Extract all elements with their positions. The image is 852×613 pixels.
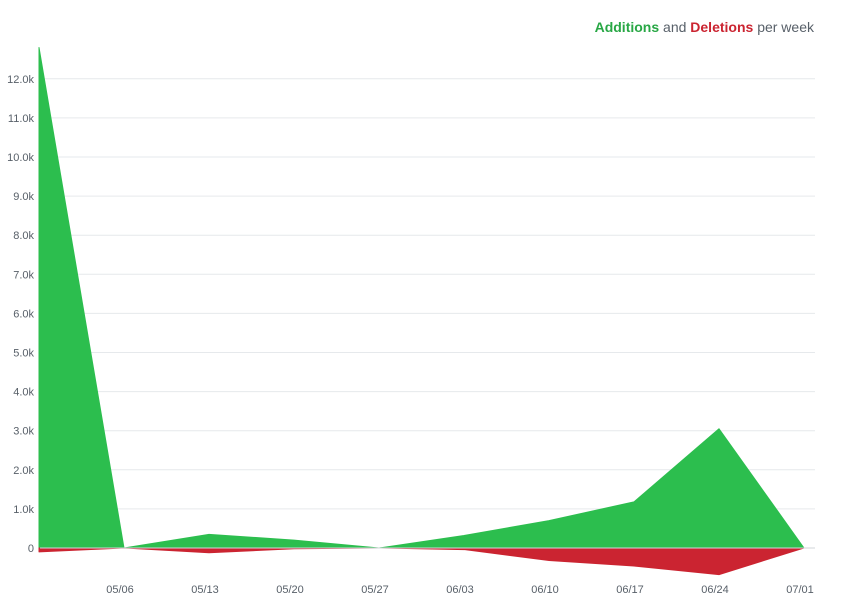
y-tick-label: 0 <box>28 543 34 555</box>
x-tick-label: 05/06 <box>106 584 134 596</box>
y-tick-label: 7.0k <box>13 269 34 281</box>
legend-additions: Additions <box>594 19 660 35</box>
y-tick-label: 5.0k <box>13 348 34 360</box>
chart-legend: Additions and Deletions per week <box>595 19 814 35</box>
x-tick-label: 06/24 <box>701 584 729 596</box>
x-axis: 05/06 05/13 05/20 05/27 06/03 06/10 06/17 06/24… <box>106 584 814 596</box>
y-tick-label: 1.0k <box>13 504 34 516</box>
x-tick-label: 07/01 <box>786 584 814 596</box>
y-tick-label: 9.0k <box>13 191 34 203</box>
x-tick-label: 05/27 <box>361 584 389 596</box>
y-axis: 0 1.0k 2.0k 3.0k 4.0k 5.0k 6.0k 7.0k 8.0k 9.0k 10.… <box>7 74 34 555</box>
y-tick-label: 2.0k <box>13 465 34 477</box>
y-tick-label: 3.0k <box>13 426 34 438</box>
y-tick-label: 10.0k <box>7 152 34 164</box>
y-tick-label: 12.0k <box>7 74 34 86</box>
series-area-additions <box>38 47 805 549</box>
x-tick-label: 05/13 <box>191 584 219 596</box>
x-tick-label: 05/20 <box>276 584 304 596</box>
y-tick-label: 11.0k <box>8 113 35 125</box>
legend-suffix: per week <box>757 19 814 35</box>
gridlines <box>40 78 815 549</box>
y-tick-label: 6.0k <box>13 308 34 320</box>
x-tick-label: 06/03 <box>446 584 474 596</box>
y-tick-label: 4.0k <box>13 387 34 399</box>
area-series <box>38 47 815 576</box>
x-tick-label: 06/10 <box>531 584 559 596</box>
legend-joiner: and <box>663 19 687 35</box>
series-area-deletions <box>38 547 805 576</box>
legend-deletions: Deletions <box>690 19 754 35</box>
x-tick-label: 06/17 <box>616 584 644 596</box>
y-tick-label: 8.0k <box>13 230 34 242</box>
